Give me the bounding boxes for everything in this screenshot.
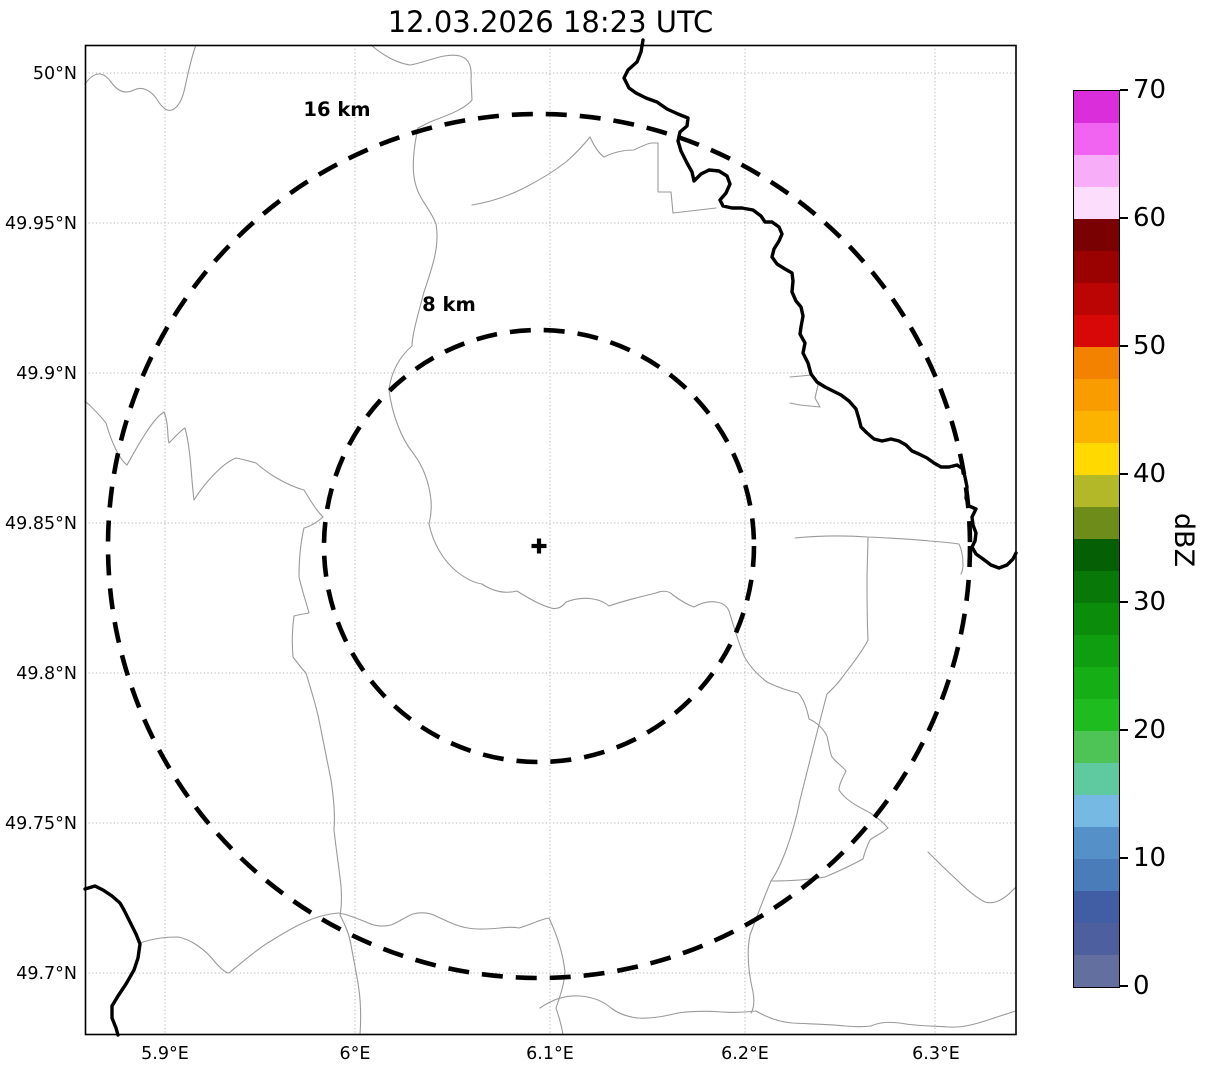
- colorbar-tick-mark: [1120, 217, 1128, 219]
- colorbar-tick-label: 20: [1133, 715, 1167, 745]
- ring-label-8km: 8 km: [422, 293, 476, 316]
- y-tick-label: 49.9°N: [16, 364, 77, 384]
- colorbar-segment: [1074, 219, 1119, 251]
- colorbar-tick-label: 10: [1133, 843, 1167, 873]
- admin-boundary-line: [770, 537, 869, 882]
- colorbar-tick-label: 70: [1133, 75, 1167, 105]
- y-tick-label: 49.8°N: [16, 664, 77, 684]
- colorbar-segment: [1074, 283, 1119, 315]
- range-ring-16km: [105, 111, 973, 981]
- admin-boundary-line: [794, 535, 964, 575]
- colorbar-segment: [1074, 891, 1119, 923]
- admin-boundary-line: [770, 858, 864, 882]
- colorbar-segment: [1074, 603, 1119, 635]
- range-rings: [105, 111, 973, 981]
- colorbar: [1073, 90, 1120, 988]
- admin-boundary-line: [589, 136, 717, 214]
- range-ring-8km: [321, 327, 757, 765]
- figure-title: 12.03.2026 18:23 UTC: [387, 5, 714, 39]
- colorbar-tick-label: 60: [1133, 203, 1167, 233]
- colorbar-segment: [1074, 955, 1119, 987]
- colorbar-segment: [1074, 123, 1119, 155]
- colorbar-segment: [1074, 379, 1119, 411]
- colorbar-tick-mark: [1120, 601, 1128, 603]
- colorbar-segment: [1074, 347, 1119, 379]
- colorbar-segment: [1074, 443, 1119, 475]
- colorbar-segment: [1074, 667, 1119, 699]
- colorbar-segment: [1074, 251, 1119, 283]
- colorbar-ticks: 0 10 20 30 40 50 60 70: [1120, 75, 1204, 1001]
- colorbar-segment: [1074, 795, 1119, 827]
- y-tick-label: 49.7°N: [16, 964, 77, 984]
- gridlines: [85, 45, 1016, 1035]
- x-tick-label: 5.9°E: [141, 1044, 189, 1064]
- x-tick-label: 6.2°E: [721, 1044, 769, 1064]
- admin-boundary-line: [747, 880, 772, 1014]
- colorbar-segment: [1074, 155, 1119, 187]
- x-tick-label: 6.1°E: [526, 1044, 574, 1064]
- admin-boundary-line: [291, 516, 342, 916]
- colorbar-tick-mark: [1120, 985, 1128, 987]
- y-tick-label: 50°N: [33, 64, 77, 84]
- colorbar-segment: [1074, 763, 1119, 795]
- admin-boundary-line: [84, 400, 324, 518]
- x-tick-label: 6.3°E: [912, 1044, 960, 1064]
- colorbar-tick-label: 30: [1133, 587, 1167, 617]
- colorbar-segment: [1074, 507, 1119, 539]
- colorbar-tick-label: 0: [1133, 971, 1150, 1001]
- x-tick-label: 6°E: [340, 1044, 371, 1064]
- colorbar-tick-mark: [1120, 345, 1128, 347]
- colorbar-tick-mark: [1120, 89, 1128, 91]
- colorbar-segment: [1074, 923, 1119, 955]
- colorbar-segment: [1074, 91, 1119, 123]
- colorbar-tick-mark: [1120, 729, 1128, 731]
- admin-boundaries: [84, 44, 1017, 1036]
- river-border-line: [622, 38, 1018, 570]
- colorbar-tick-label: 40: [1133, 459, 1167, 489]
- admin-boundary-line: [84, 44, 197, 111]
- colorbar-segment: [1074, 827, 1119, 859]
- river-border-line: [83, 884, 142, 1037]
- plot-border: [84, 44, 1017, 1036]
- colorbar-segment: [1074, 731, 1119, 763]
- colorbar-tick-label: 50: [1133, 331, 1167, 361]
- colorbar-segment: [1074, 539, 1119, 571]
- admin-boundary-line: [565, 590, 889, 860]
- y-tick-labels: 50°N 49.95°N 49.9°N 49.85°N 49.8°N 49.75…: [5, 64, 77, 984]
- colorbar-segment: [1074, 315, 1119, 347]
- colorbar-tick-mark: [1120, 473, 1128, 475]
- y-tick-label: 49.75°N: [5, 814, 77, 834]
- admin-boundary-line: [539, 995, 1017, 1028]
- colorbar-axis-label: dBZ: [1168, 512, 1199, 568]
- x-tick-labels: 5.9°E 6°E 6.1°E 6.2°E 6.3°E: [141, 1044, 960, 1064]
- y-tick-label: 49.85°N: [5, 514, 77, 534]
- ring-label-16km: 16 km: [303, 98, 370, 121]
- colorbar-segment: [1074, 859, 1119, 891]
- y-tick-label: 49.95°N: [5, 214, 77, 234]
- admin-boundary-line: [370, 44, 567, 610]
- colorbar-segment: [1074, 475, 1119, 507]
- admin-boundary-line: [927, 851, 1017, 904]
- colorbar-segments: [1074, 91, 1119, 987]
- radar-site-marker: [531, 538, 547, 554]
- colorbar-segment: [1074, 699, 1119, 731]
- colorbar-segment: [1074, 187, 1119, 219]
- colorbar-segment: [1074, 635, 1119, 667]
- admin-boundary-line: [471, 136, 591, 206]
- colorbar-segment: [1074, 411, 1119, 443]
- colorbar-segment: [1074, 571, 1119, 603]
- river-border-lines: [83, 38, 1018, 1037]
- admin-boundary-line: [339, 914, 362, 1036]
- colorbar-tick-mark: [1120, 857, 1128, 859]
- admin-boundary-line: [139, 912, 566, 1036]
